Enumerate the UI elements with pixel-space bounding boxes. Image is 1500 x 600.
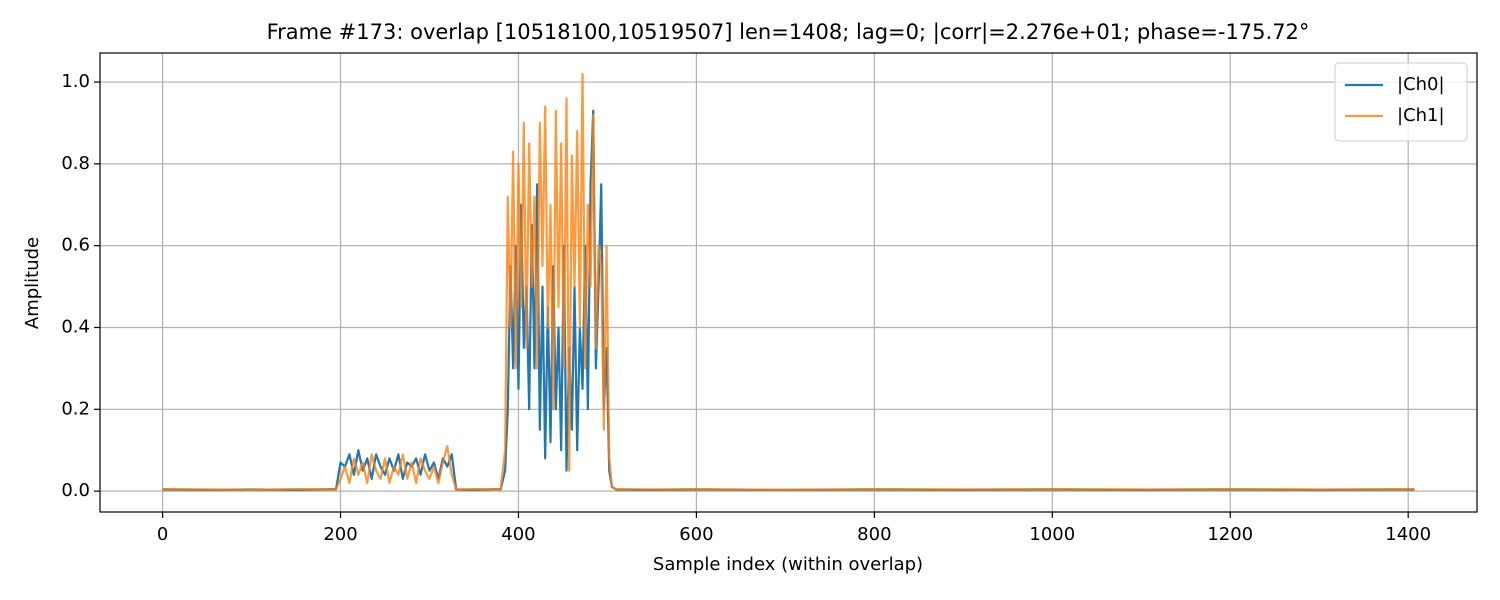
- data-line: [162, 109, 1415, 492]
- legend-label: |Ch1|: [1397, 105, 1445, 126]
- x-tick-label: 1400: [1385, 524, 1431, 545]
- legend: |Ch0| |Ch1|: [1334, 62, 1468, 142]
- y-tick-label: 0.4: [61, 317, 90, 338]
- legend-box: [1334, 62, 1468, 142]
- y-tick-label: 0.8: [61, 153, 90, 174]
- x-tick-label: 200: [323, 524, 357, 545]
- y-tick-label: 0.6: [61, 235, 90, 256]
- data-line: [162, 72, 1415, 492]
- y-tick-label: 0.2: [61, 398, 90, 419]
- y-tick-label: 1.0: [61, 71, 90, 92]
- x-axis-label: Sample index (within overlap): [653, 554, 923, 575]
- chart-title: Frame #173: overlap [10518100,10519507] …: [267, 20, 1310, 45]
- legend-label: |Ch0|: [1397, 74, 1445, 95]
- x-tick-label: 600: [679, 524, 713, 545]
- y-axis-label: Amplitude: [22, 237, 43, 329]
- x-tick-label: 1000: [1029, 524, 1075, 545]
- x-tick-label: 800: [857, 524, 891, 545]
- y-tick-label: 0.0: [61, 480, 90, 501]
- x-tick-label: 0: [157, 524, 168, 545]
- plot-frame: [99, 52, 1478, 513]
- x-tick-label: 1200: [1207, 524, 1253, 545]
- x-tick-label: 400: [501, 524, 535, 545]
